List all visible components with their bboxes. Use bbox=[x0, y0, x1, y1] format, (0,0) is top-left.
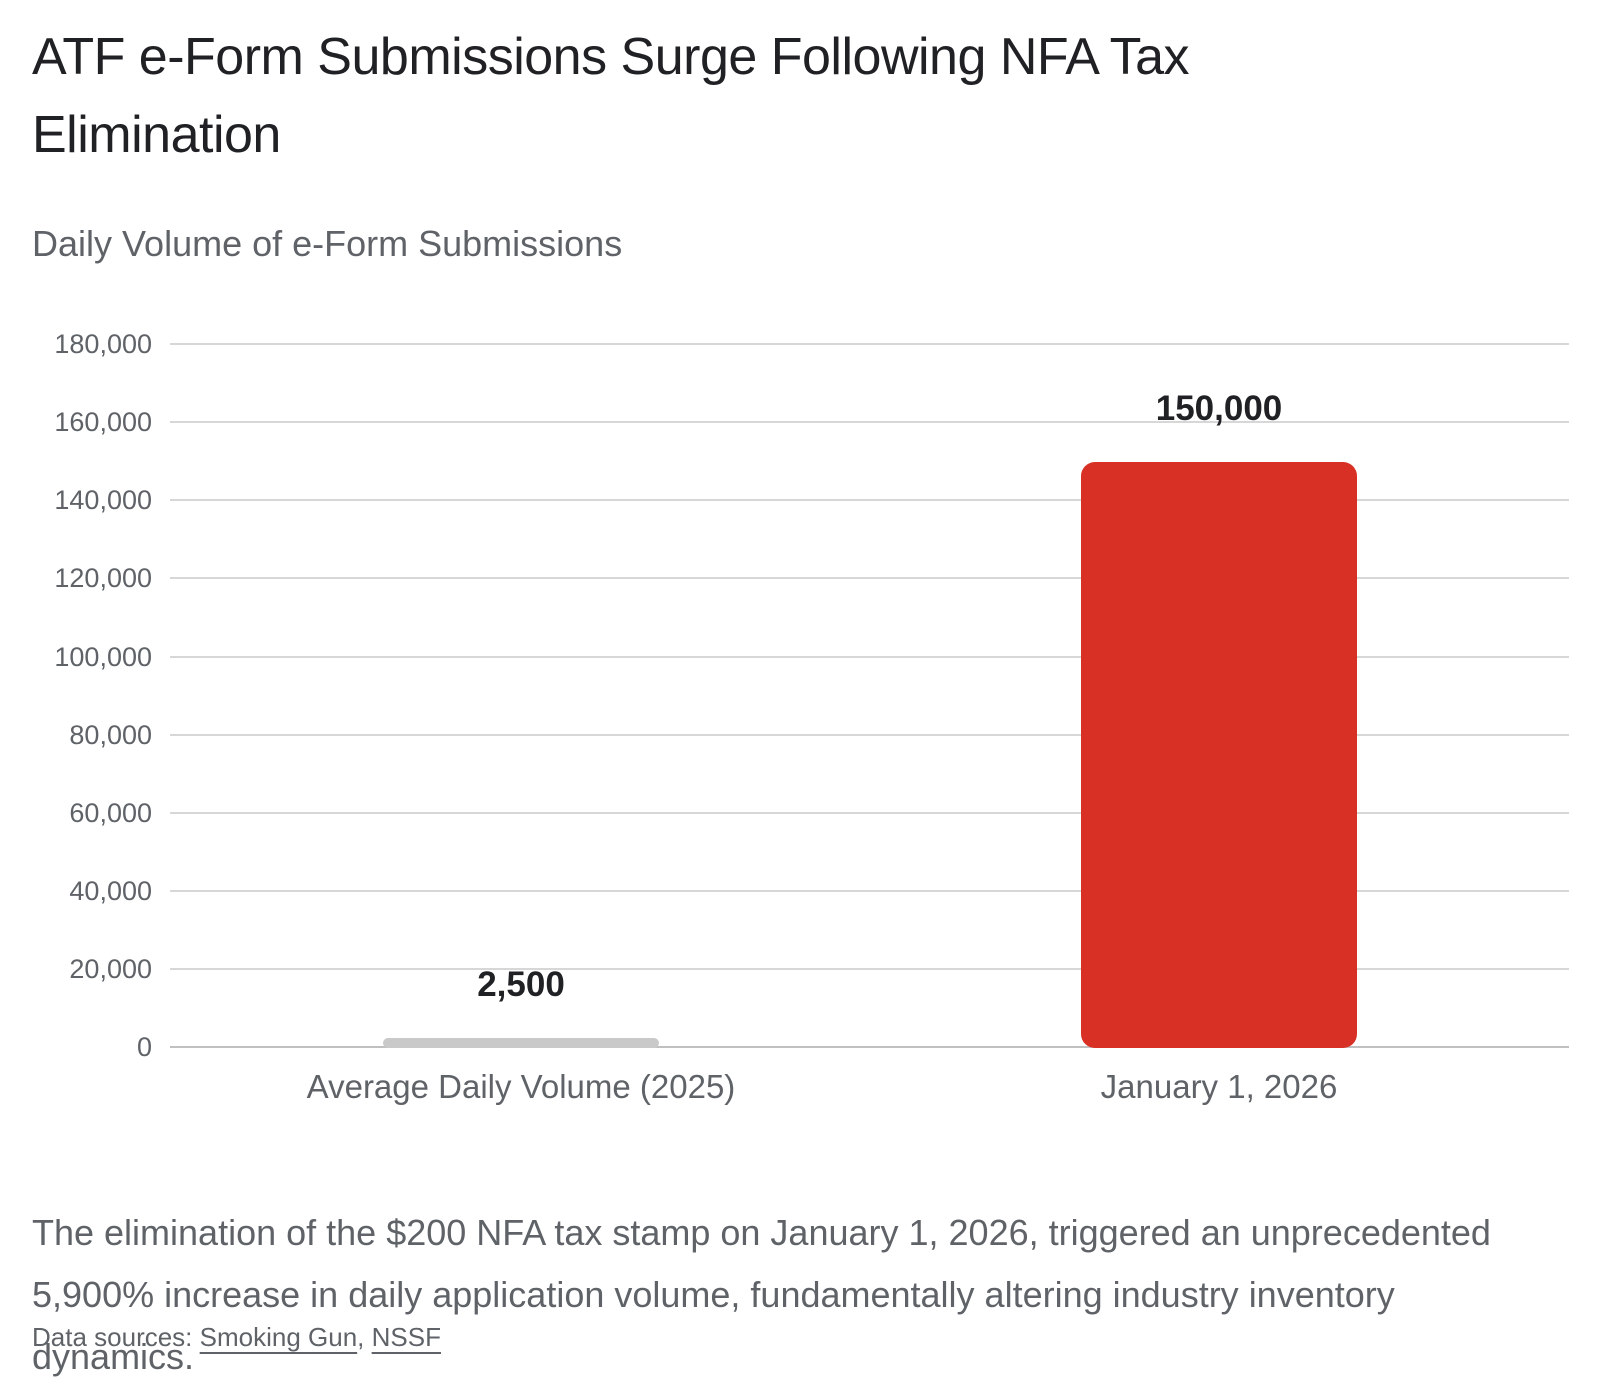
data-sources-separator: , bbox=[357, 1322, 372, 1352]
page-title: ATF e-Form Submissions Surge Following N… bbox=[32, 28, 1190, 164]
y-axis-tick-label: 180,000 bbox=[54, 329, 152, 360]
data-sources: Data sources: Smoking Gun, NSSF bbox=[32, 1320, 441, 1354]
y-axis-tick-label: 100,000 bbox=[54, 641, 152, 672]
chart-note: The elimination of the $200 NFA tax stam… bbox=[32, 1212, 1491, 1377]
chart-subtitle: Daily Volume of e-Form Submissions bbox=[32, 223, 623, 264]
y-axis-tick-label: 60,000 bbox=[69, 797, 152, 828]
x-axis-category-label: January 1, 2026 bbox=[1100, 1068, 1338, 1105]
y-axis-tick-label: 160,000 bbox=[54, 407, 152, 438]
x-axis-category-label: Average Daily Volume (2025) bbox=[306, 1068, 736, 1105]
source-link-nssf[interactable]: NSSF bbox=[371, 1322, 441, 1352]
bar-january-1-2026[interactable] bbox=[1081, 462, 1357, 1048]
gridline bbox=[170, 733, 1569, 736]
y-axis-tick-label: 80,000 bbox=[69, 719, 152, 750]
y-axis-tick-label: 140,000 bbox=[54, 485, 152, 516]
gridline bbox=[170, 343, 1569, 346]
data-sources-prefix: Data sources: bbox=[32, 1322, 200, 1352]
y-axis-tick-label: 20,000 bbox=[69, 953, 152, 984]
gridline bbox=[170, 811, 1569, 814]
y-axis-tick-label: 0 bbox=[136, 1032, 152, 1062]
bar-value-label: 2,500 bbox=[477, 965, 565, 1004]
y-axis-tick-label: 40,000 bbox=[69, 875, 152, 906]
gridline bbox=[170, 421, 1569, 424]
bar-value-label: 150,000 bbox=[1155, 389, 1283, 428]
bar-average-daily-volume[interactable] bbox=[383, 1038, 659, 1048]
y-axis-tick-label: 120,000 bbox=[54, 563, 152, 594]
source-link-smoking-gun[interactable]: Smoking Gun bbox=[199, 1322, 358, 1352]
x-axis-line bbox=[170, 1046, 1569, 1048]
gridline bbox=[170, 967, 1569, 970]
gridline bbox=[170, 499, 1569, 502]
gridline bbox=[170, 655, 1569, 658]
gridline bbox=[170, 889, 1569, 892]
gridline bbox=[170, 577, 1569, 580]
